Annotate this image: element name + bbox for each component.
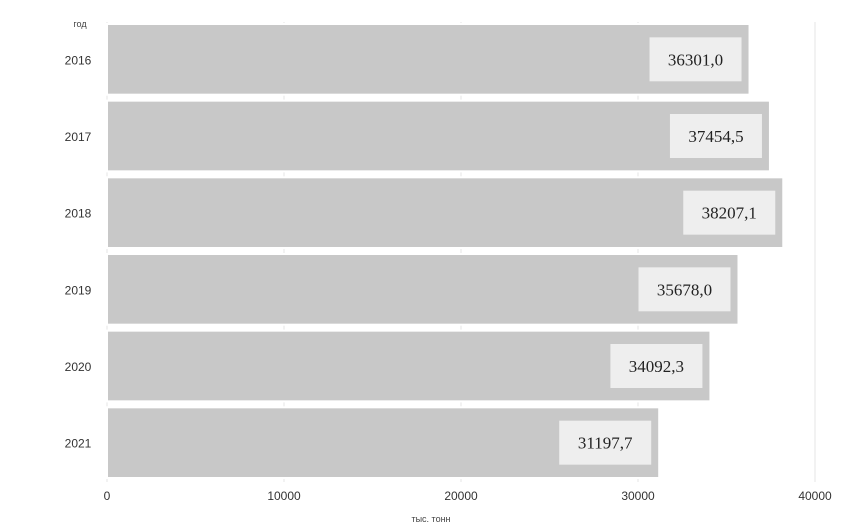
- y-tick-label: 2021: [65, 437, 92, 451]
- bars: [106, 23, 785, 480]
- y-tick-label: 2018: [65, 207, 92, 221]
- data-label: 38207,1: [702, 204, 757, 223]
- data-label: 31197,7: [578, 434, 633, 453]
- bar-2018: [106, 176, 785, 249]
- y-axis-title: год: [73, 19, 87, 29]
- bar-2019: [106, 253, 740, 326]
- data-label-box: [559, 420, 652, 465]
- data-label-box: [610, 344, 703, 388]
- data-labels: 36301,0 37454,5 38207,1 35678,0 34092,3 31197…: [559, 37, 776, 465]
- y-tick-label: 2016: [65, 53, 92, 67]
- bar-2020: [106, 329, 712, 403]
- data-label-box: [649, 37, 742, 82]
- x-tick-label: 0: [104, 489, 111, 503]
- x-tick-label: 20000: [444, 489, 478, 503]
- y-axis-ticks: 2016 2017 2018 2019 2020 2021: [65, 53, 92, 450]
- y-tick-label: 2017: [65, 130, 92, 144]
- data-label-box: [638, 267, 731, 312]
- data-label: 36301,0: [668, 50, 723, 69]
- x-tick-label: 40000: [798, 489, 832, 503]
- y-tick-label: 2020: [65, 360, 92, 374]
- bar-2017: [106, 99, 771, 173]
- grid-lines: [106, 22, 816, 482]
- data-label-box: [683, 190, 776, 235]
- x-tick-label: 10000: [267, 489, 301, 503]
- data-label: 37454,5: [688, 127, 743, 146]
- data-label: 34092,3: [629, 357, 684, 376]
- x-axis-title: тыс. тонн: [411, 514, 450, 524]
- x-tick-label: 30000: [621, 489, 655, 503]
- data-label: 35678,0: [657, 280, 712, 299]
- x-axis-ticks: 0 10000 20000 30000 40000: [104, 489, 832, 503]
- y-tick-label: 2019: [65, 283, 92, 297]
- data-label-box: [669, 114, 762, 158]
- bar-2016: [106, 23, 751, 96]
